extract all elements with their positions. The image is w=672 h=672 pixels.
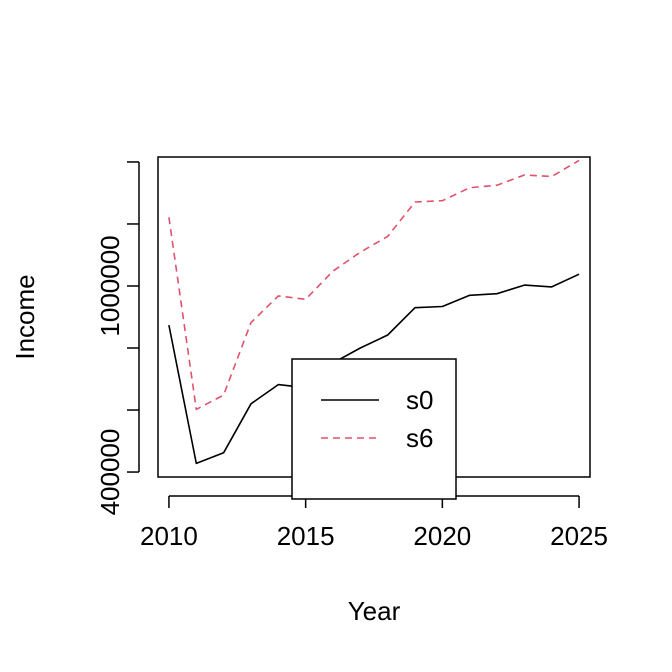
y-tick-label-400000: 400000 bbox=[95, 429, 125, 516]
series-layer bbox=[168, 159, 580, 465]
series-line-s6 bbox=[168, 159, 580, 411]
x-axis-label: Year bbox=[348, 596, 401, 626]
x-tick-label-2015: 2015 bbox=[277, 521, 335, 551]
legend-box bbox=[291, 358, 457, 500]
legend-label-s0: s0 bbox=[406, 385, 433, 415]
x-tick-label-2020: 2020 bbox=[413, 521, 471, 551]
series-line-s0 bbox=[168, 273, 580, 465]
legend: s0 s6 bbox=[291, 358, 457, 500]
y-axis-label: Income bbox=[10, 274, 40, 359]
legend-label-s6: s6 bbox=[406, 423, 433, 453]
axes: 2010 2015 2020 2025 400000 1000000 bbox=[95, 161, 608, 551]
x-tick-label-2010: 2010 bbox=[140, 521, 198, 551]
y-tick-label-1000000: 1000000 bbox=[95, 235, 125, 336]
x-tick-label-2025: 2025 bbox=[550, 521, 608, 551]
